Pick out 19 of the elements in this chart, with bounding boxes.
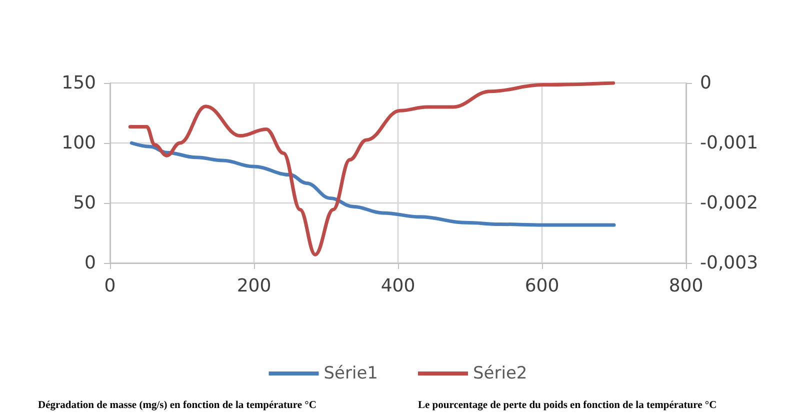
x-tick-label: 600 xyxy=(524,276,560,296)
y-tick-label: 100 xyxy=(62,132,96,154)
x-tick-label: 0 xyxy=(104,276,116,296)
legend-label: Série2 xyxy=(473,364,528,384)
y2-tick-label: 0 xyxy=(700,72,712,94)
x-tick-label: 400 xyxy=(380,276,416,296)
x-tick-label: 200 xyxy=(236,276,272,296)
y-tick-label: 0 xyxy=(84,252,96,274)
x-tick-label: 800 xyxy=(668,276,704,296)
y-tick-label: 50 xyxy=(73,192,96,214)
y2-tick-label: -0,003 xyxy=(700,252,758,274)
line-series xyxy=(128,81,616,256)
text: Le pourcentage de perte du poids en fonction de la température °C xyxy=(418,400,717,411)
line-series xyxy=(130,141,616,227)
legend-label: Série1 xyxy=(324,364,378,384)
text: Dégradation de masse (mg/s) en fonction de la température °C xyxy=(38,400,316,411)
y2-tick-label: -0,002 xyxy=(700,192,758,214)
y-tick-label: 150 xyxy=(62,72,96,94)
y2-tick-label: -0,001 xyxy=(700,132,758,154)
